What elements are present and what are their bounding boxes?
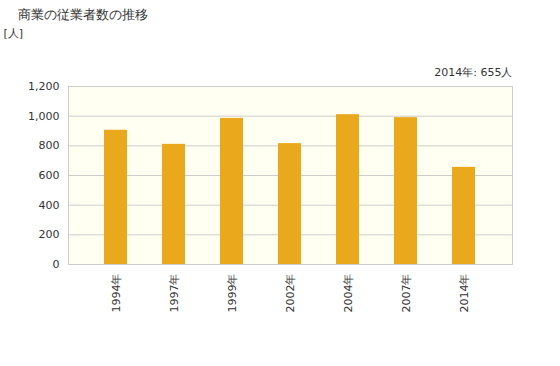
svg-text:1,000: 1,000	[28, 110, 60, 123]
svg-text:400: 400	[39, 199, 60, 212]
svg-text:1997年: 1997年	[168, 274, 181, 313]
svg-text:1994年: 1994年	[110, 274, 123, 313]
svg-text:2004年: 2004年	[342, 274, 355, 313]
svg-text:2014年: 655人: 2014年: 655人	[434, 66, 512, 79]
svg-text:600: 600	[39, 169, 60, 182]
svg-text:800: 800	[39, 139, 60, 152]
svg-text:[人]: [人]	[4, 27, 24, 40]
html-text:商業の従業者数の推移: 商業の従業者数の推移	[18, 7, 148, 22]
svg-text:2014年: 2014年	[458, 274, 471, 313]
svg-text:2007年: 2007年	[400, 274, 413, 313]
svg-text:1999年: 1999年	[226, 274, 239, 313]
svg-text:2002年: 2002年	[284, 274, 297, 313]
svg-text:1,200: 1,200	[28, 80, 60, 93]
svg-text:0: 0	[53, 258, 60, 271]
svg-text:200: 200	[39, 228, 60, 241]
